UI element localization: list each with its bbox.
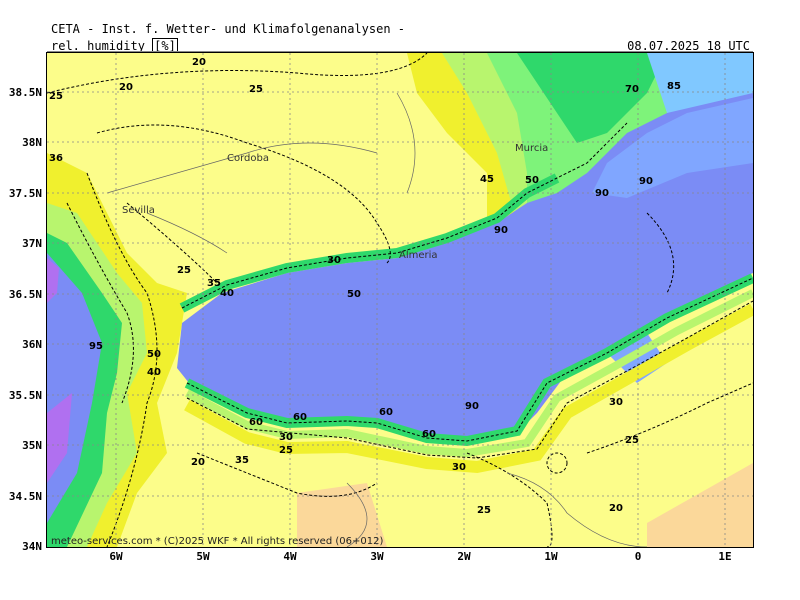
- contour-label: 35: [207, 278, 221, 289]
- contour-label: 20: [119, 82, 133, 93]
- lon-label: 6W: [109, 550, 123, 563]
- contour-label: 50: [525, 175, 539, 186]
- lat-label: 38.5N: [8, 86, 42, 99]
- contour-label: 20: [609, 503, 623, 514]
- contour-value-labels: 20 25 25 36 25 35 40 45 50 90 90 85 70 9…: [49, 57, 681, 516]
- unit-box: [%]: [152, 38, 178, 54]
- contour-label: 85: [667, 81, 681, 92]
- contour-label: 30: [279, 432, 293, 443]
- contour-label: 25: [49, 91, 63, 102]
- contour-label: 60: [422, 429, 436, 440]
- lat-label: 38N: [22, 136, 42, 149]
- contour-label: 20: [191, 457, 205, 468]
- chart-title: CETA - Inst. f. Wetter- und Klimafolgena…: [51, 22, 406, 36]
- contour-label: 40: [147, 367, 161, 378]
- city-murcia: Murcia: [515, 143, 548, 154]
- map-border: [46, 52, 754, 548]
- variable-name: rel. humidity: [51, 39, 145, 53]
- city-almeria: Almeria: [399, 250, 438, 261]
- map-credit: meteo-services.com * (C)2025 WKF * All r…: [51, 536, 383, 547]
- lon-label: 1W: [544, 550, 558, 563]
- contour-label: 90: [639, 176, 653, 187]
- contour-label: 70: [625, 84, 639, 95]
- contour-label: 25: [625, 435, 639, 446]
- dry-patch-orange-east: [647, 463, 753, 547]
- lat-label: 37N: [22, 237, 42, 250]
- lon-label: 2W: [457, 550, 471, 563]
- contour-label: 30: [452, 462, 466, 473]
- borders: [106, 92, 648, 547]
- humidity-map: Cordoba Sevilla Murcia Almeria 20 25 25 …: [47, 53, 753, 547]
- contour-label: 60: [379, 407, 393, 418]
- city-cordoba: Cordoba: [227, 153, 269, 164]
- contour-label: 50: [147, 349, 161, 360]
- lat-label: 36N: [22, 338, 42, 351]
- lat-label: 34N: [22, 540, 42, 553]
- contour-label: 50: [347, 289, 361, 300]
- contour-label: 90: [595, 188, 609, 199]
- sea-light-patch: [592, 98, 753, 198]
- contour-label: 20: [192, 57, 206, 68]
- contour-label: 25: [249, 84, 263, 95]
- lat-label: 34.5N: [8, 490, 42, 503]
- contour-lines: [47, 53, 753, 547]
- dry-patch-orange: [297, 483, 387, 547]
- purple-patch-south: [47, 393, 72, 483]
- contour-label: 40: [220, 288, 234, 299]
- city-labels: Cordoba Sevilla Murcia Almeria: [122, 143, 548, 261]
- humid-band-darkgreen: [517, 53, 667, 143]
- contour-label: 45: [480, 174, 494, 185]
- contour-label: 30: [609, 397, 623, 408]
- lon-label: 1E: [718, 550, 732, 563]
- valid-time: 08.07.2025 18 UTC: [627, 39, 750, 53]
- city-sevilla: Sevilla: [122, 205, 155, 216]
- contour-label: 36: [49, 153, 63, 164]
- contour-label: 60: [293, 412, 307, 423]
- contour-label: 30: [327, 255, 341, 266]
- contour-label: 25: [177, 265, 191, 276]
- contour-label: 90: [465, 401, 479, 412]
- contour-label: 35: [235, 455, 249, 466]
- header-rule: [47, 51, 753, 52]
- map-panel: Cordoba Sevilla Murcia Almeria 20 25 25 …: [47, 53, 753, 547]
- lon-label: 3W: [370, 550, 384, 563]
- lat-label: 35N: [22, 439, 42, 452]
- lat-label: 37.5N: [8, 187, 42, 200]
- lon-label: 0: [634, 550, 642, 563]
- contour-label: 90: [494, 225, 508, 236]
- contour-label: 95: [89, 341, 103, 352]
- purple-patch-north: [47, 258, 59, 303]
- contour-label: 25: [477, 505, 491, 516]
- variable-label: rel. humidity [%]: [51, 38, 178, 54]
- lon-label: 4W: [283, 550, 297, 563]
- lat-label: 35.5N: [8, 389, 42, 402]
- contour-label: 60: [249, 417, 263, 428]
- graticule: [47, 53, 753, 547]
- lon-label: 5W: [196, 550, 210, 563]
- lat-label: 36.5N: [8, 288, 42, 301]
- contour-label: 25: [279, 445, 293, 456]
